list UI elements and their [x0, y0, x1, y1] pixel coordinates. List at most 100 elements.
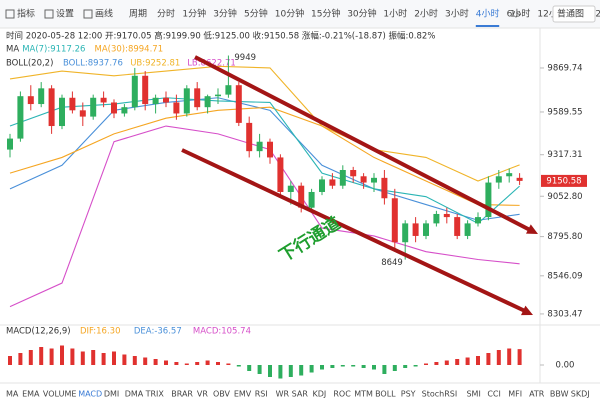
indicator-tab[interactable]: OBV	[213, 390, 231, 399]
candle-body	[516, 177, 523, 181]
macd-bar	[517, 349, 522, 365]
period-button[interactable]: 2小时	[414, 8, 438, 20]
tool-button[interactable]: 指标	[17, 8, 35, 20]
candle-body	[131, 75, 138, 108]
speed-button[interactable]: 1s	[510, 10, 521, 20]
macd-bar	[496, 350, 501, 365]
indicator-tab[interactable]: MACD	[78, 390, 102, 399]
indicator-tab[interactable]: RSI	[255, 390, 268, 399]
arrow-head	[526, 224, 538, 234]
candle-body	[17, 96, 24, 139]
arrow-head	[521, 305, 533, 316]
indicator-line	[9, 125, 520, 308]
candle-body	[7, 138, 13, 150]
candle-body	[298, 185, 305, 208]
period-button[interactable]: 3分钟	[213, 8, 237, 20]
tool-icon[interactable]	[5, 9, 15, 19]
candle-body	[163, 97, 169, 103]
period-button[interactable]: 1分钟	[182, 8, 206, 20]
legend-entry: BOLL:8937.76	[63, 59, 123, 69]
macd-bar	[486, 353, 491, 365]
candle-body	[173, 102, 180, 114]
macd-bar	[153, 359, 158, 365]
macd-bar	[122, 354, 127, 365]
macd-bar	[60, 345, 64, 365]
macd-legend: MACD:105.74	[193, 327, 251, 337]
macd-bar	[424, 363, 428, 365]
period-button[interactable]: 6小时	[507, 8, 531, 20]
candle-body	[443, 213, 450, 218]
indicator-tab[interactable]: MTM	[354, 390, 373, 399]
indicator-tab[interactable]: SMI	[466, 390, 480, 399]
macd-bar	[351, 365, 356, 367]
view-button-bg[interactable]	[552, 5, 596, 23]
indicator-tab[interactable]: DMA	[125, 390, 144, 399]
tool-icon[interactable]	[44, 9, 54, 19]
indicator-tab[interactable]: VOLUME	[43, 390, 77, 399]
macd-bar	[80, 351, 85, 365]
macd-bar	[340, 365, 345, 367]
indicator-tab[interactable]: WR	[276, 390, 290, 399]
macd-bar	[226, 363, 231, 365]
y-tick-label: 8546.09	[547, 271, 582, 281]
candle-body	[339, 169, 346, 186]
candle-body	[215, 94, 221, 97]
macd-bar	[39, 347, 44, 365]
tool-button[interactable]: 设置	[56, 9, 74, 20]
view-button[interactable]: 普通图	[557, 8, 584, 20]
tool-button[interactable]: 画线	[95, 8, 113, 20]
indicator-tab[interactable]: MA	[6, 390, 19, 399]
legend-entry: UB:9252.81	[130, 59, 180, 69]
period-button[interactable]: 分时	[157, 8, 175, 20]
macd-bar	[455, 359, 460, 365]
indicator-tab[interactable]: MFI	[508, 390, 522, 399]
candle-body	[142, 75, 149, 105]
macd-bar	[320, 365, 324, 370]
candle-body	[246, 122, 253, 152]
tool-icon[interactable]	[83, 9, 93, 19]
candle-body	[308, 191, 315, 208]
indicator-tab[interactable]: EMA	[22, 390, 40, 399]
period-button[interactable]: 4小时	[476, 8, 500, 20]
indicator-tab[interactable]: PSY	[401, 390, 416, 399]
macd-bar	[465, 357, 470, 365]
macd-bar	[18, 353, 23, 365]
period-button[interactable]: 2日	[595, 9, 600, 20]
y-tick-label: 0.00	[556, 361, 575, 371]
macd-bar	[132, 356, 137, 365]
indicator-tab[interactable]: BOLL	[375, 390, 396, 399]
macd-bar	[184, 363, 189, 365]
period-button[interactable]: 1小时	[383, 8, 407, 20]
indicator-tab[interactable]: TRIX	[145, 390, 165, 399]
period-button[interactable]: 30分钟	[347, 8, 376, 20]
indicator-tab[interactable]: SKDJ	[571, 390, 590, 399]
indicator-line	[9, 106, 520, 206]
period-button[interactable]: 10分钟	[275, 8, 304, 20]
indicator-tab[interactable]: VR	[197, 390, 208, 399]
macd-bar	[413, 365, 418, 367]
period-button[interactable]: 15分钟	[311, 8, 340, 20]
channel-label: 下行通道	[275, 213, 344, 267]
indicator-tab[interactable]: SAR	[292, 390, 309, 399]
macd-bar	[507, 348, 512, 365]
indicator-tab[interactable]: ATR	[529, 390, 545, 399]
indicator-tab[interactable]: BRAR	[171, 390, 193, 399]
macd-bar	[361, 365, 366, 368]
macd-bar	[382, 365, 387, 374]
info-line: 时间 2020-05-28 12:00 开:9170.05 高:9199.90 …	[6, 31, 435, 42]
indicator-tab[interactable]: StochRSI	[422, 390, 458, 399]
indicator-line	[9, 97, 520, 221]
indicator-tab[interactable]: DMI	[104, 390, 119, 399]
macd-bar	[205, 360, 210, 365]
indicator-tab[interactable]: EMV	[234, 390, 252, 399]
period-button[interactable]: 3小时	[445, 8, 469, 20]
low-annotation: 8649	[381, 258, 403, 268]
period-button[interactable]: 5分钟	[244, 8, 268, 20]
indicator-tab[interactable]: KDJ	[312, 390, 326, 399]
macd-legend: DIF:16.30	[80, 327, 120, 337]
indicator-tab[interactable]: BBW	[550, 390, 569, 399]
macd-bar	[476, 356, 480, 365]
indicator-tab[interactable]: ROC	[333, 390, 351, 399]
indicator-tab[interactable]: CCI	[487, 390, 501, 399]
candle-body	[464, 223, 471, 236]
